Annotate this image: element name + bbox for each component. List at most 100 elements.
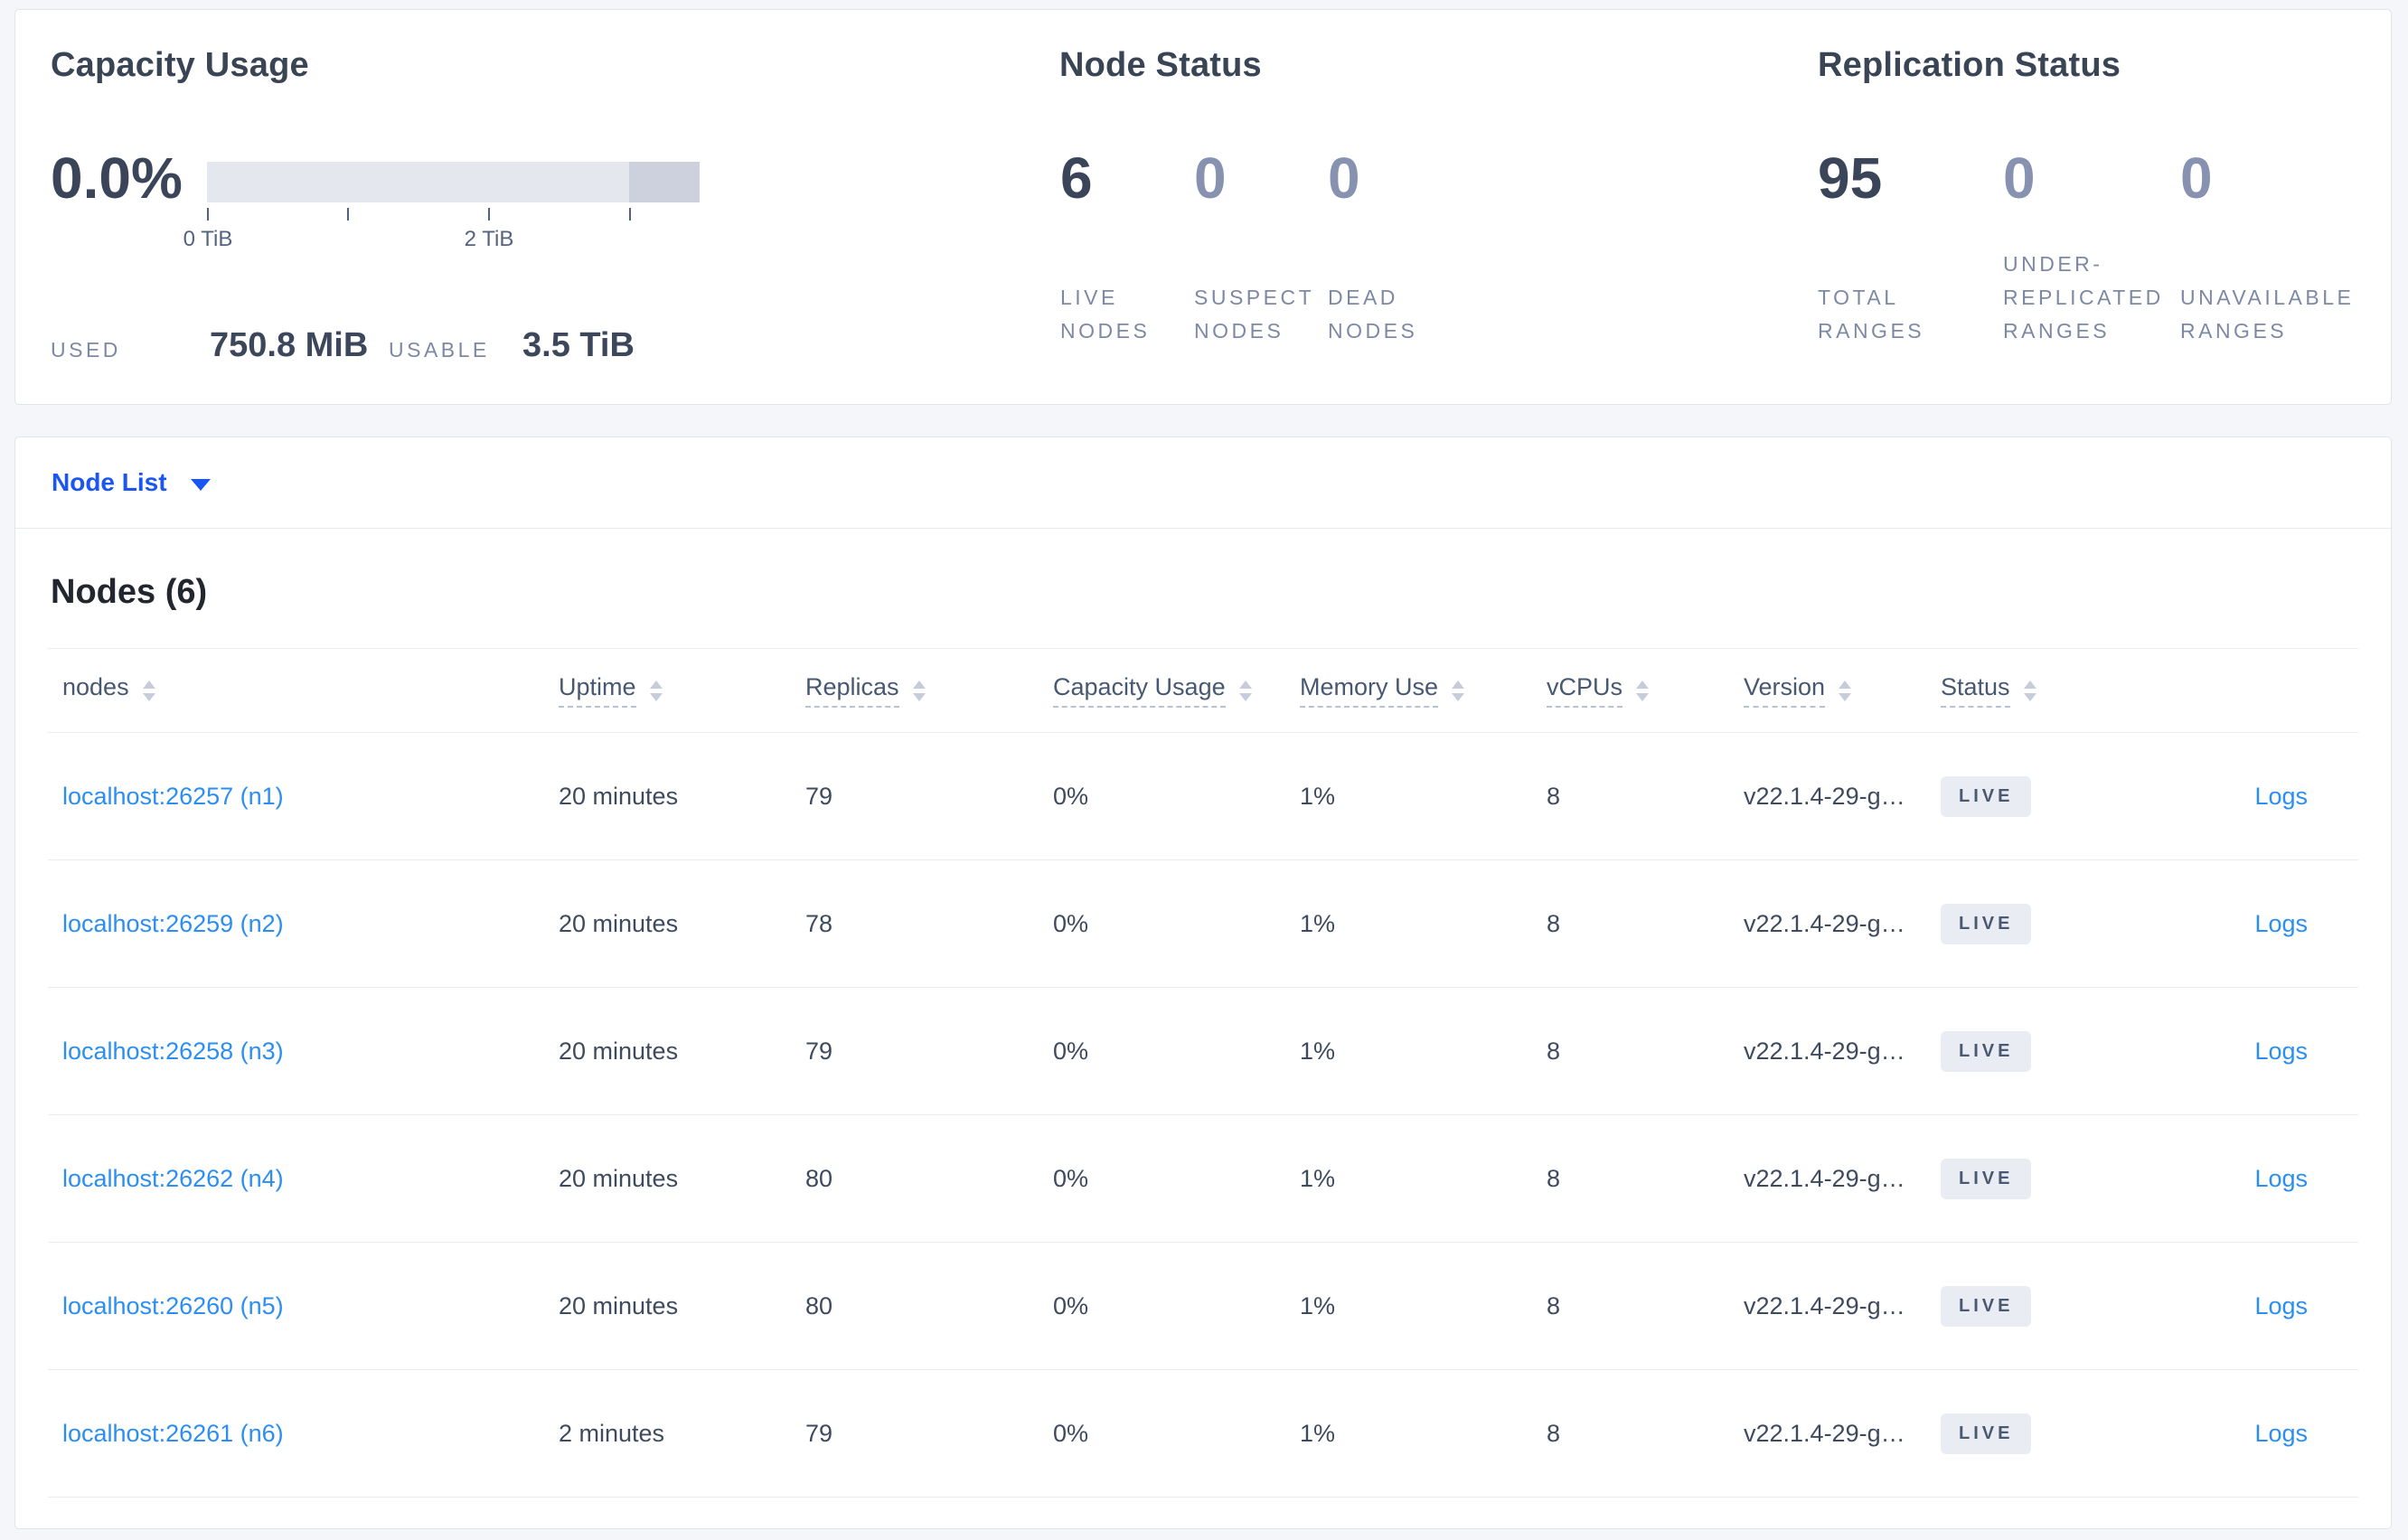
usable-value: 3.5 TiB (522, 326, 635, 364)
capacity-percent-value: 0.0% (51, 146, 183, 211)
live-status-badge: LIVE (1941, 1158, 2032, 1199)
axis-tick (488, 208, 490, 221)
table-row: localhost:26262 (n4) 20 minutes 80 0% 1%… (48, 1115, 2358, 1243)
column-header-uptime[interactable]: Uptime (559, 673, 805, 708)
replicas-cell: 79 (805, 782, 833, 810)
node-list-panel: Node List Nodes (6) nodes Uptime Replica… (14, 437, 2392, 1529)
vcpus-cell: 8 (1547, 1164, 1561, 1192)
live-nodes-label: LIVE NODES (1060, 286, 1151, 343)
axis-tick (629, 208, 631, 221)
nodes-table-header: nodes Uptime Replicas Capacity Usage Mem… (48, 648, 2358, 733)
uptime-cell: 2 minutes (559, 1419, 665, 1447)
logs-link[interactable]: Logs (2254, 782, 2308, 810)
node-address-link[interactable]: localhost:26262 (n4) (62, 1164, 284, 1192)
table-row: localhost:26260 (n5) 20 minutes 80 0% 1%… (48, 1243, 2358, 1370)
logs-link[interactable]: Logs (2254, 1164, 2308, 1192)
node-address-link[interactable]: localhost:26261 (n6) (62, 1419, 284, 1447)
capacity-usage-cell: 0% (1053, 1037, 1089, 1065)
version-cell: v22.1.4-29-g… (1744, 782, 1905, 810)
vcpus-cell: 8 (1547, 1291, 1561, 1319)
column-header-vcpus[interactable]: vCPUs (1547, 673, 1744, 708)
unavailable-ranges-count: 0 (2180, 146, 2213, 211)
logs-cell: Logs (2134, 783, 2358, 811)
axis-tick (347, 208, 349, 221)
node-address-link[interactable]: localhost:26257 (n1) (62, 782, 284, 810)
node-list-dropdown[interactable]: Node List (15, 437, 2391, 529)
memory-use-cell: 1% (1300, 1419, 1336, 1447)
capacity-usage-bar: 0 TiB 2 TiB (183, 162, 700, 251)
logs-cell: Logs (2134, 1165, 2358, 1193)
live-nodes-count: 6 (1060, 146, 1093, 211)
nodes-section-title: Nodes (6) (51, 573, 208, 611)
replicas-cell: 80 (805, 1164, 833, 1192)
axis-tick-label: 0 TiB (183, 227, 233, 251)
vcpus-cell: 8 (1547, 909, 1561, 937)
dead-nodes-count: 0 (1328, 146, 1360, 211)
version-cell: v22.1.4-29-g… (1744, 1291, 1905, 1319)
live-status-badge: LIVE (1941, 1413, 2032, 1454)
nodes-table: nodes Uptime Replicas Capacity Usage Mem… (48, 648, 2358, 1498)
node-address-link[interactable]: localhost:26258 (n3) (62, 1037, 284, 1065)
logs-cell: Logs (2134, 1038, 2358, 1066)
status-cell: LIVE (1941, 1285, 2134, 1327)
capacity-usage-cell: 0% (1053, 1419, 1089, 1447)
column-header-capacity-usage[interactable]: Capacity Usage (1053, 673, 1300, 708)
version-cell: v22.1.4-29-g… (1744, 1037, 1905, 1065)
column-header-memory-use[interactable]: Memory Use (1300, 673, 1547, 708)
under-replicated-ranges-label: UNDER-REPLICATED RANGES (2003, 252, 2164, 343)
column-header-version[interactable]: Version (1744, 673, 1941, 708)
capacity-usage-cell: 0% (1053, 909, 1089, 937)
capacity-usage-cell: 0% (1053, 1291, 1089, 1319)
capacity-usage-title: Capacity Usage (51, 46, 309, 84)
replicas-cell: 79 (805, 1419, 833, 1447)
node-address-link[interactable]: localhost:26259 (n2) (62, 909, 284, 937)
table-row: localhost:26257 (n1) 20 minutes 79 0% 1%… (48, 733, 2358, 860)
replicas-cell: 78 (805, 909, 833, 937)
unavailable-ranges-label: UNAVAILABLE RANGES (2180, 286, 2355, 343)
memory-use-cell: 1% (1300, 1164, 1336, 1192)
column-header-nodes[interactable]: nodes (62, 673, 559, 708)
column-header-status[interactable]: Status (1941, 673, 2134, 708)
total-ranges-label: TOTAL RANGES (1818, 286, 1925, 343)
capacity-bar-segment (629, 162, 700, 202)
uptime-cell: 20 minutes (559, 782, 679, 810)
live-status-badge: LIVE (1941, 775, 2032, 817)
status-cell: LIVE (1941, 1030, 2134, 1072)
under-replicated-ranges-count: 0 (2003, 146, 2036, 211)
node-list-dropdown-label: Node List (52, 468, 167, 496)
column-header-replicas[interactable]: Replicas (805, 673, 1053, 708)
logs-link[interactable]: Logs (2254, 1037, 2308, 1065)
axis-tick (207, 208, 209, 221)
vcpus-cell: 8 (1547, 1037, 1561, 1065)
memory-use-cell: 1% (1300, 782, 1336, 810)
node-address-cell: localhost:26260 (n5) (62, 1292, 559, 1320)
logs-link[interactable]: Logs (2254, 1419, 2308, 1447)
sort-icon (1636, 680, 1650, 701)
memory-use-cell: 1% (1300, 909, 1336, 937)
node-address-cell: localhost:26257 (n1) (62, 783, 559, 811)
memory-use-cell: 1% (1300, 1291, 1336, 1319)
uptime-cell: 20 minutes (559, 909, 679, 937)
version-cell: v22.1.4-29-g… (1744, 1419, 1905, 1447)
memory-use-cell: 1% (1300, 1037, 1336, 1065)
table-row: localhost:26258 (n3) 20 minutes 79 0% 1%… (48, 988, 2358, 1115)
node-address-cell: localhost:26262 (n4) (62, 1165, 559, 1193)
logs-link[interactable]: Logs (2254, 1291, 2308, 1319)
suspect-nodes-count: 0 (1194, 146, 1227, 211)
node-address-cell: localhost:26259 (n2) (62, 910, 559, 938)
replicas-cell: 80 (805, 1291, 833, 1319)
suspect-nodes-label: SUSPECT NODES (1194, 286, 1314, 343)
nodes-table-body: localhost:26257 (n1) 20 minutes 79 0% 1%… (48, 733, 2358, 1498)
sort-icon (142, 680, 155, 701)
sort-icon (912, 680, 926, 701)
vcpus-cell: 8 (1547, 782, 1561, 810)
logs-link[interactable]: Logs (2254, 909, 2308, 937)
uptime-cell: 20 minutes (559, 1037, 679, 1065)
dead-nodes-label: DEAD NODES (1328, 286, 1418, 343)
table-row: localhost:26261 (n6) 2 minutes 79 0% 1% … (48, 1370, 2358, 1498)
status-cell: LIVE (1941, 775, 2134, 817)
node-address-link[interactable]: localhost:26260 (n5) (62, 1291, 284, 1319)
live-status-badge: LIVE (1941, 903, 2032, 944)
node-address-cell: localhost:26258 (n3) (62, 1038, 559, 1066)
replicas-cell: 79 (805, 1037, 833, 1065)
